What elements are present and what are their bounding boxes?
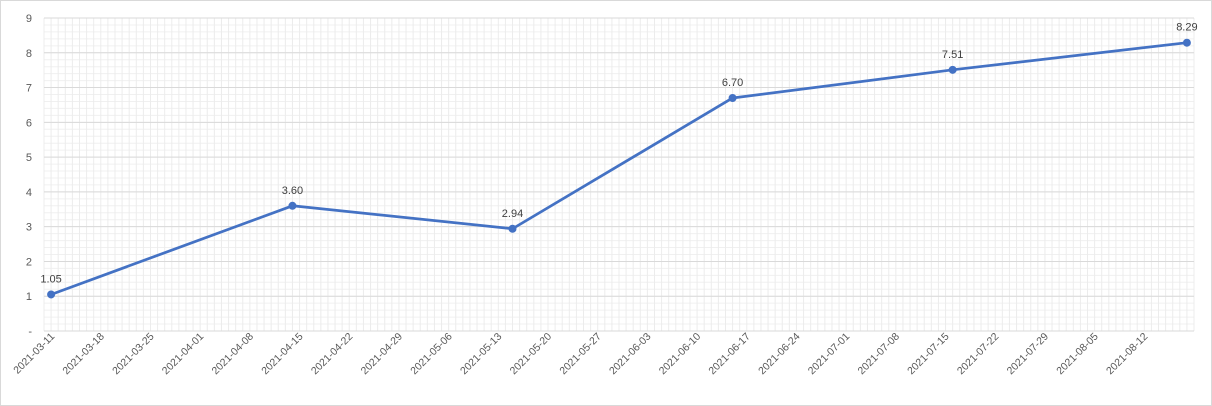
series-line xyxy=(49,41,1189,296)
y-tick-label: - xyxy=(28,326,32,338)
y-tick-label: 1 xyxy=(26,291,32,303)
y-tick-label: 4 xyxy=(26,187,32,199)
data-label: 3.60 xyxy=(282,185,303,197)
data-label: 6.70 xyxy=(722,77,743,89)
x-tick-label: 2021-07-22 xyxy=(955,331,1002,378)
data-point xyxy=(288,201,297,210)
x-tick-label: 2021-04-22 xyxy=(309,331,356,378)
data-label: 7.51 xyxy=(942,49,963,61)
x-tick-label: 2021-04-15 xyxy=(259,331,306,378)
x-tick-label: 2021-03-11 xyxy=(11,331,57,377)
x-tick-label: 2021-05-20 xyxy=(508,331,555,378)
x-tick-label: 2021-03-18 xyxy=(60,331,107,378)
x-tick-label: 2021-07-08 xyxy=(856,331,903,378)
y-tick-label: 9 xyxy=(26,13,32,25)
x-tick-label: 2021-06-10 xyxy=(657,331,704,378)
data-labels: 1.05 3.60 2.94 6.70 7.51 8.29 xyxy=(40,22,1197,286)
x-tick-label: 2021-07-01 xyxy=(806,331,853,378)
series xyxy=(47,38,1191,299)
data-point xyxy=(948,65,957,74)
data-point xyxy=(47,290,56,299)
y-tick-label: 3 xyxy=(26,222,32,234)
x-tick-label: 2021-07-29 xyxy=(1005,331,1052,378)
x-tick-label: 2021-06-24 xyxy=(756,331,803,378)
y-tick-label: 5 xyxy=(26,152,32,164)
x-tick-label: 2021-06-17 xyxy=(706,331,753,378)
x-tick-label: 2021-08-05 xyxy=(1054,331,1101,378)
gridlines xyxy=(43,17,1195,332)
x-tick-label: 2021-04-01 xyxy=(160,331,207,378)
data-point xyxy=(1182,38,1191,47)
x-tick-label: 2021-06-03 xyxy=(607,331,654,378)
x-tick-label: 2021-03-25 xyxy=(110,331,157,378)
x-tick-label: 2021-04-29 xyxy=(359,331,406,378)
data-label: 8.29 xyxy=(1176,22,1197,34)
x-tick-label: 2021-05-06 xyxy=(408,331,455,378)
data-label: 2.94 xyxy=(502,208,523,220)
x-tick-label: 2021-07-15 xyxy=(905,331,952,378)
data-point xyxy=(728,93,737,102)
data-point xyxy=(508,224,517,233)
x-tick-label: 2021-08-12 xyxy=(1104,331,1151,378)
y-tick-label: 2 xyxy=(26,256,32,268)
y-tick-label: 8 xyxy=(26,48,32,60)
y-tick-label: 7 xyxy=(26,83,32,95)
x-tick-label: 2021-05-13 xyxy=(458,331,505,378)
y-tick-label: 6 xyxy=(26,117,32,129)
x-tick-label: 2021-04-08 xyxy=(210,331,257,378)
data-label: 1.05 xyxy=(40,273,61,285)
x-tick-label: 2021-05-27 xyxy=(557,331,604,378)
